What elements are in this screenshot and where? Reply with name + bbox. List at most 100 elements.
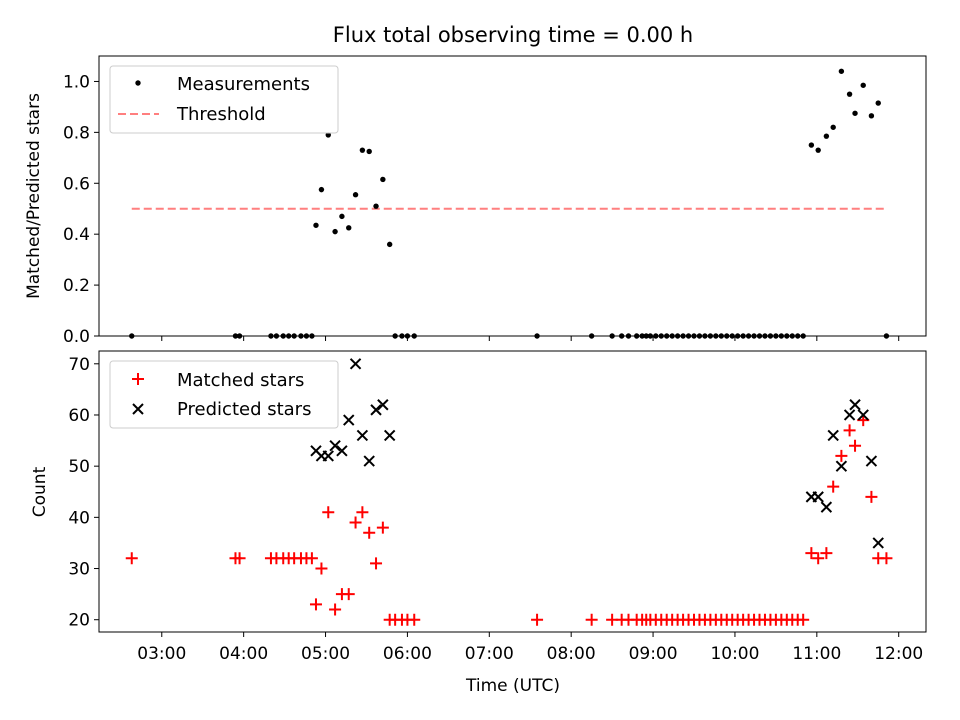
measurement-point <box>386 241 393 248</box>
measurement-point <box>773 333 779 339</box>
bottom-y-axis: 20 30 40 50 60 70 <box>68 355 99 631</box>
bottom-x-tick-label: 04:00 <box>219 644 268 664</box>
top-chart-title: Flux total observing time = 0.00 h <box>333 23 693 47</box>
measurement-point <box>696 333 703 339</box>
measurement-point <box>236 333 243 339</box>
predicted-star-point <box>820 501 833 513</box>
matched-star-point <box>315 562 328 575</box>
bottom-x-tick-label: 12:00 <box>874 644 923 664</box>
predicted-star-point <box>827 429 839 442</box>
bottom-x-tick-label: 06:00 <box>383 644 432 664</box>
measurement-point <box>588 333 595 339</box>
measurement-point <box>399 333 405 339</box>
matched-star-point <box>880 552 893 565</box>
top-legend-box <box>109 65 339 134</box>
bottom-y-tick-label: 50 <box>68 457 90 477</box>
measurement-point <box>823 133 830 139</box>
top-plot-frame <box>98 55 927 337</box>
matched-star-point <box>125 552 138 565</box>
measurement-point <box>852 110 858 116</box>
measurement-point <box>639 333 645 339</box>
matched-star-point <box>812 552 825 565</box>
bottom-x-tick-label: 05:00 <box>301 644 350 664</box>
measurement-point <box>373 203 379 209</box>
matched-star-point <box>849 439 862 452</box>
measurement-point <box>846 91 853 97</box>
measurement-point <box>380 176 386 183</box>
predicted-star-point <box>849 399 861 411</box>
measurement-point <box>800 333 806 339</box>
bottom-x-tick-label: 07:00 <box>465 644 514 664</box>
bottom-y-tick-label: 60 <box>68 406 90 426</box>
matched-star-point <box>376 521 389 534</box>
measurement-point <box>734 333 741 339</box>
predicted-star-point <box>343 414 355 426</box>
matched-stars-points <box>125 414 893 626</box>
top-y-tick-label: 1.0 <box>63 72 90 92</box>
measurement-point <box>680 333 686 339</box>
matched-star-point <box>820 547 833 560</box>
measurement-point <box>713 333 719 339</box>
matched-star-point <box>305 552 318 565</box>
predicted-star-point <box>812 491 824 503</box>
top-y-tick-label: 0.8 <box>63 123 90 143</box>
bottom-plot-frame <box>98 350 927 633</box>
matched-star-point <box>356 506 369 519</box>
bottom-legend: Matched stars Predicted stars <box>109 360 339 429</box>
measurement-point <box>534 333 540 339</box>
measurement-point <box>647 333 654 339</box>
measurement-point <box>674 333 681 339</box>
measurement-point <box>352 192 359 198</box>
bottom-x-tick-label: 10:00 <box>710 644 759 664</box>
matched-star-point <box>370 557 383 570</box>
top-y-axis: 0.0 0.2 0.4 0.6 0.8 1.0 <box>63 72 99 347</box>
measurement-point <box>280 333 286 339</box>
matched-star-point <box>329 603 342 616</box>
matched-star-point <box>835 449 848 462</box>
predicted-stars-points <box>310 358 884 549</box>
predicted-star-point <box>383 429 396 442</box>
measurement-point <box>815 147 821 153</box>
measurement-point <box>633 333 640 339</box>
legend-matched-marker <box>132 373 144 385</box>
measurement-point <box>729 333 735 339</box>
measurement-point <box>718 333 724 339</box>
legend-matched-label: Matched stars <box>177 370 304 391</box>
matched-star-point <box>233 552 246 565</box>
bottom-x-tick-label: 03:00 <box>137 644 186 664</box>
measurement-point <box>303 333 310 339</box>
matched-star-point <box>342 588 355 601</box>
top-panel: Flux total observing time = 0.00 h 0.00.… <box>24 23 927 347</box>
bottom-y-tick-label: 70 <box>68 355 90 375</box>
measurement-point <box>339 213 345 220</box>
legend-threshold-label: Threshold <box>176 104 266 125</box>
top-y-axis-label: Matched/Predicted stars <box>24 93 44 299</box>
predicted-star-point <box>843 409 856 421</box>
bottom-y-tick-label: 30 <box>68 560 90 580</box>
measurement-point <box>366 148 372 155</box>
bottom-y-tick-label: 20 <box>68 611 90 631</box>
matched-star-point <box>309 598 322 611</box>
legend-measurements-label: Measurements <box>177 74 310 95</box>
predicted-star-point <box>377 399 389 411</box>
measurement-point <box>685 333 692 339</box>
measurement-point <box>129 333 135 339</box>
measurement-point <box>609 333 615 339</box>
matched-star-point <box>408 613 421 626</box>
legend-predicted-marker <box>132 403 144 415</box>
bottom-x-axis-label: Time (UTC) <box>465 676 560 696</box>
bottom-legend-box <box>109 360 339 429</box>
predicted-star-point <box>349 358 362 370</box>
predicted-star-point <box>857 409 869 421</box>
predicted-star-point <box>363 455 375 467</box>
measurement-point <box>784 333 790 339</box>
matched-star-point <box>585 613 598 626</box>
bottom-panel: 20 30 40 50 60 70 03:00 04:00 05:00 06:00 07:00 08… <box>30 350 927 696</box>
measurement-point <box>268 333 274 339</box>
matched-star-point <box>805 547 818 560</box>
bottom-y-tick-label: 40 <box>68 508 90 528</box>
measurement-point <box>664 333 670 339</box>
measurement-point <box>618 333 625 339</box>
bottom-x-tick-label: 08:00 <box>547 644 596 664</box>
bottom-y-axis-label: Count <box>30 466 50 517</box>
